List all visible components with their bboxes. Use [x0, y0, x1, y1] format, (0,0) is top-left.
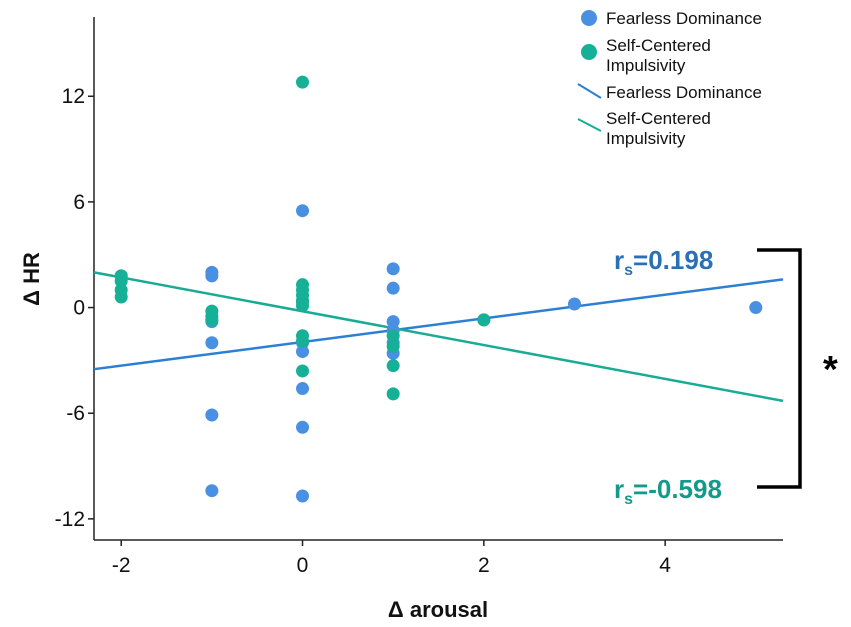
y-tick-label: 12	[62, 85, 85, 108]
legend-label-sci-line-line2: Impulsivity	[606, 129, 686, 148]
point-self-centered-impulsivity	[386, 339, 400, 353]
significance-bracket	[757, 248, 802, 489]
y-ticks: 12 6 0 -6 -12	[55, 85, 94, 531]
x-tick-label: 4	[659, 554, 671, 577]
legend-label-fd-line: Fearless Dominance	[606, 83, 762, 102]
fit-line-self-centered-impulsivity	[93, 271, 784, 403]
legend-marker-fd-line	[577, 83, 602, 99]
point-self-centered-impulsivity	[296, 299, 310, 313]
point-self-centered-impulsivity	[386, 329, 400, 343]
rs-annotation-fearless-dominance: rs=0.198	[614, 245, 713, 279]
point-fearless-dominance	[749, 301, 763, 315]
y-axis-title: Δ HR	[19, 252, 44, 306]
fit-lines	[93, 271, 784, 403]
rs-annotation-self-centered-impulsivity: rs=-0.598	[614, 474, 722, 508]
point-fearless-dominance	[205, 336, 219, 350]
legend-marker-fd-points	[581, 10, 597, 26]
rs-fd-sub: s	[624, 262, 633, 279]
rs-sci-main: r	[614, 474, 624, 504]
legend-label-sci-points-line1: Self-Centered	[606, 36, 711, 55]
rs-fd-main: r	[614, 245, 624, 275]
point-fearless-dominance	[296, 382, 310, 396]
y-tick-label: -6	[66, 402, 85, 425]
y-tick-label: 0	[73, 297, 85, 320]
rs-sci-value: =-0.598	[633, 474, 722, 504]
rs-sci-sub: s	[624, 491, 633, 508]
point-fearless-dominance	[205, 408, 219, 422]
legend-label-fd-points: Fearless Dominance	[606, 9, 762, 28]
point-fearless-dominance	[296, 420, 310, 434]
point-fearless-dominance	[205, 269, 219, 283]
point-fearless-dominance	[296, 489, 310, 503]
point-fearless-dominance	[296, 204, 310, 218]
point-fearless-dominance	[205, 484, 219, 498]
y-tick-label: -12	[55, 508, 85, 531]
point-self-centered-impulsivity	[296, 364, 310, 378]
x-tick-label: 0	[297, 554, 309, 577]
point-self-centered-impulsivity	[477, 313, 491, 327]
point-fearless-dominance	[567, 297, 581, 311]
point-self-centered-impulsivity	[205, 313, 219, 327]
point-fearless-dominance	[386, 281, 400, 295]
legend-marker-sci-line	[577, 118, 602, 132]
legend-marker-sci-points	[581, 44, 597, 60]
point-self-centered-impulsivity	[114, 290, 128, 304]
y-tick-label: 6	[73, 191, 85, 214]
x-tick-label: 2	[478, 554, 490, 577]
rs-fd-value: =0.198	[633, 245, 713, 275]
data-points	[114, 75, 763, 503]
x-tick-label: -2	[112, 554, 131, 577]
point-self-centered-impulsivity	[296, 75, 310, 89]
fit-line-fearless-dominance	[93, 278, 784, 371]
x-axis-title: Δ arousal	[388, 597, 488, 622]
point-fearless-dominance	[296, 345, 310, 359]
point-self-centered-impulsivity	[386, 359, 400, 373]
point-self-centered-impulsivity	[386, 387, 400, 401]
legend: Fearless Dominance Self-Centered Impulsi…	[577, 9, 762, 148]
point-self-centered-impulsivity	[296, 334, 310, 348]
x-ticks: -2 0 2 4	[112, 540, 671, 577]
legend-label-sci-points-line2: Impulsivity	[606, 56, 686, 75]
legend-label-sci-line-line1: Self-Centered	[606, 109, 711, 128]
significance-star: *	[823, 349, 838, 391]
point-fearless-dominance	[386, 262, 400, 276]
